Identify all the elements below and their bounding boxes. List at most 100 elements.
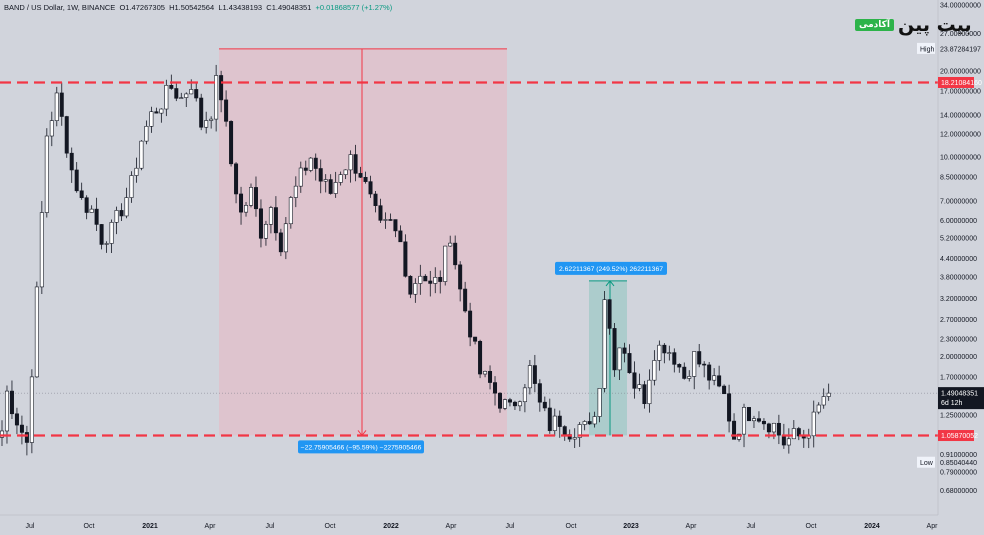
- candle-body: [667, 352, 672, 354]
- candle-body: [249, 187, 254, 206]
- candle-body: [478, 340, 483, 375]
- candle-body: [532, 365, 537, 384]
- support-value-label: 1.05870052: [941, 433, 978, 440]
- candle-body: [134, 167, 139, 176]
- y-tick-label: 17.00000000: [940, 89, 981, 96]
- x-tick-label: Apr: [927, 523, 939, 530]
- support-value-label-box: [938, 430, 974, 442]
- candle-body: [821, 396, 826, 406]
- candle-body: [732, 420, 737, 440]
- y-tick-label: 7.00000000: [940, 199, 977, 206]
- x-tick-label: Jul: [266, 523, 275, 530]
- candle-body: [756, 418, 761, 422]
- y-tick-label: 34.00000000: [940, 3, 981, 10]
- y-tick-label: 2.30000000: [940, 337, 977, 344]
- range-up-label: 2.62211367 (249.52%) 262211367: [559, 266, 663, 273]
- candle-body: [54, 92, 59, 121]
- x-tick-label: Oct: [325, 523, 336, 530]
- candle-body: [398, 230, 403, 243]
- candle-body: [791, 428, 796, 440]
- candle-body: [816, 404, 821, 413]
- candle-body: [776, 422, 781, 436]
- candle-body: [682, 366, 687, 379]
- candle-body: [443, 245, 448, 282]
- candle-body: [159, 108, 164, 114]
- candle-body: [368, 181, 373, 195]
- x-tick-label: Apr: [446, 523, 458, 530]
- candle-body: [348, 154, 353, 171]
- candle-body: [811, 411, 816, 437]
- candle-body: [84, 197, 89, 213]
- candle-body: [602, 299, 607, 389]
- candle-body: [109, 222, 114, 244]
- candle-body: [179, 97, 184, 99]
- candle-body: [527, 365, 532, 389]
- logo-main: بیت پین: [898, 14, 972, 36]
- candle-body: [169, 85, 174, 89]
- candle-body: [139, 140, 144, 169]
- candle-body: [587, 421, 592, 425]
- y-tick-label: 0.91000000: [940, 452, 977, 459]
- y-tick-label: 12.00000000: [940, 132, 981, 139]
- candle-body: [209, 118, 214, 121]
- x-tick-label: 2023: [623, 523, 639, 530]
- candle-body: [4, 390, 9, 432]
- candle-body: [44, 135, 49, 213]
- candle-body: [59, 92, 64, 117]
- candle-body: [428, 280, 433, 284]
- candle-body: [19, 424, 24, 433]
- candle-body: [507, 399, 512, 403]
- y-tick-label: 4.40000000: [940, 256, 977, 263]
- candle-body: [497, 392, 502, 409]
- candle-body: [737, 433, 742, 440]
- candle-body: [383, 219, 388, 221]
- candle-body: [174, 88, 179, 99]
- candle-body: [577, 424, 582, 438]
- candle-body: [288, 197, 293, 225]
- close-label: C: [266, 3, 272, 12]
- x-tick-label: 2021: [142, 523, 158, 530]
- candle-body: [39, 212, 44, 288]
- y-tick-label: 10.00000000: [940, 154, 981, 161]
- range-down-label: −22.75905466 (−95.59%) −2275905466: [301, 444, 422, 451]
- close-value: 1.49048351: [271, 3, 312, 12]
- candle-body: [687, 376, 692, 379]
- candle-body: [224, 99, 229, 122]
- candle-body: [542, 401, 547, 409]
- price-axis-background: [938, 0, 984, 535]
- candle-body: [29, 376, 34, 443]
- y-tick-label: 0.79000000: [940, 469, 977, 476]
- candle-body: [338, 174, 343, 183]
- high-tag-box: [917, 42, 935, 54]
- candle-body: [239, 193, 244, 213]
- y-tick-label: 3.80000000: [940, 274, 977, 281]
- y-tick-label: 1.70000000: [940, 374, 977, 381]
- candle-body: [717, 375, 722, 387]
- candle-body: [99, 224, 104, 245]
- candle-body: [547, 407, 552, 431]
- high-value-header: 1.50542564: [174, 3, 215, 12]
- candle-body: [184, 93, 189, 98]
- x-tick-label: Apr: [205, 523, 217, 530]
- candle-body: [512, 401, 517, 407]
- low-value-label: 0.85040440: [940, 460, 977, 467]
- candle-body: [229, 121, 234, 165]
- candle-body: [742, 407, 747, 435]
- candles: [0, 64, 831, 456]
- candle-body: [333, 182, 338, 194]
- candle-body: [493, 382, 498, 394]
- candle-body: [189, 89, 194, 95]
- candle-body: [761, 420, 766, 425]
- candle-body: [607, 299, 612, 329]
- candle-body: [353, 154, 358, 174]
- candle-body: [328, 179, 333, 194]
- candle-body: [448, 242, 453, 247]
- y-tick-label: 6.00000000: [940, 218, 977, 225]
- candle-body: [522, 387, 527, 403]
- time-axis-background: [0, 515, 984, 535]
- candle-body: [697, 351, 702, 365]
- candle-body: [642, 384, 647, 405]
